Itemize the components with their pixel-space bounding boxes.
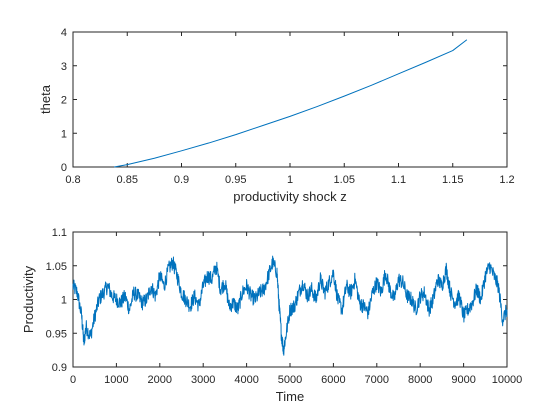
x-axis-label: Time: [276, 389, 304, 404]
x-tick-label: 10000: [492, 374, 523, 386]
x-tick-label: 1: [287, 174, 293, 186]
y-axis-label: Productivity: [21, 265, 36, 333]
y-tick-label: 1.1: [52, 227, 67, 239]
x-tick-label: 1.15: [442, 174, 463, 186]
y-tick-label: 3: [61, 61, 67, 73]
y-tick-label: 1: [61, 295, 67, 307]
y-tick-label: 0.9: [52, 362, 67, 374]
y-tick-label: 0: [61, 162, 67, 174]
x-tick-label: 0: [70, 374, 76, 386]
y-tick-label: 1.05: [46, 261, 67, 273]
x-tick-label: 0.9: [174, 174, 189, 186]
series-line: [72, 255, 508, 356]
y-tick-label: 1: [61, 128, 67, 140]
x-tick-label: 4000: [234, 374, 258, 386]
chart-productivity-vs-time: 0 1000 2000 3000 4000 5000 6000 7000 8000 9000 100…: [21, 227, 522, 404]
x-tick-label: 0.85: [117, 174, 138, 186]
series-line: [114, 39, 468, 168]
x-tick-label: 0.8: [65, 174, 80, 186]
x-tick-label: 1.2: [499, 174, 514, 186]
y-tick-label: 4: [61, 27, 67, 39]
x-tick-label: 1000: [104, 374, 128, 386]
x-tick-label: 5000: [278, 374, 302, 386]
y-tick-label: 2: [61, 95, 67, 107]
x-tick-label: 1.1: [391, 174, 406, 186]
x-tick-label: 9000: [451, 374, 475, 386]
x-tick-label: 6000: [321, 374, 345, 386]
axes-box: [72, 31, 508, 168]
x-tick-label: 2000: [148, 374, 172, 386]
x-tick-label: 7000: [365, 374, 389, 386]
x-tick-label: 1.05: [334, 174, 355, 186]
chart-theta-vs-shock: 0.8 0.85 0.9 0.95 1 1.05 1.1 1.15 1.2 0 1 2 3 4 produc…: [38, 27, 515, 204]
x-tick-label: 8000: [408, 374, 432, 386]
x-tick-label: 0.95: [225, 174, 246, 186]
y-tick-label: 0.95: [46, 328, 67, 340]
y-axis-label: theta: [38, 84, 53, 114]
axes-box: [72, 231, 508, 368]
x-axis-label: productivity shock z: [233, 189, 346, 204]
x-tick-label: 3000: [191, 374, 215, 386]
